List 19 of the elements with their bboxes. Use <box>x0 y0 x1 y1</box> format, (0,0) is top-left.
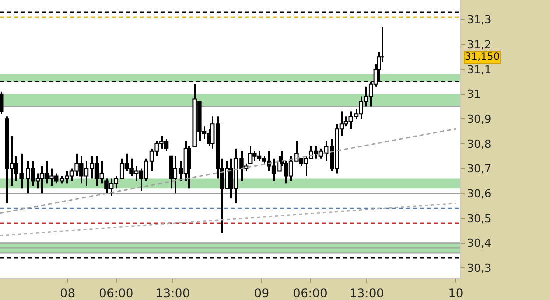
x-tick-label: 10 <box>448 286 464 300</box>
text: 31,150 <box>465 52 500 63</box>
y-tick-label: 31,2 <box>467 38 492 52</box>
x-tick-label: 06:00 <box>99 286 134 300</box>
y-tick-label: 30,9 <box>467 112 492 126</box>
y-tick-label: 30,6 <box>467 187 492 200</box>
y-tick-label: 31 <box>467 88 482 102</box>
x-tick-label: 08 <box>60 286 76 300</box>
x-tick-label: 06:00 <box>293 286 328 300</box>
y-tick-label: 31,3 <box>467 14 492 27</box>
y-tick-label: 30,5 <box>467 212 492 226</box>
y-tick-label: 31,1 <box>467 63 492 76</box>
x-tick-label: 13:00 <box>156 286 190 300</box>
y-tick-label: 30,8 <box>467 138 492 151</box>
x-tick-label: 13:00 <box>350 286 384 300</box>
y-tick-label: 30,4 <box>467 237 492 250</box>
x-tick-label: 09 <box>254 286 270 300</box>
y-tick-label: 30,3 <box>467 262 492 275</box>
y-tick-label: 30,7 <box>467 162 492 176</box>
